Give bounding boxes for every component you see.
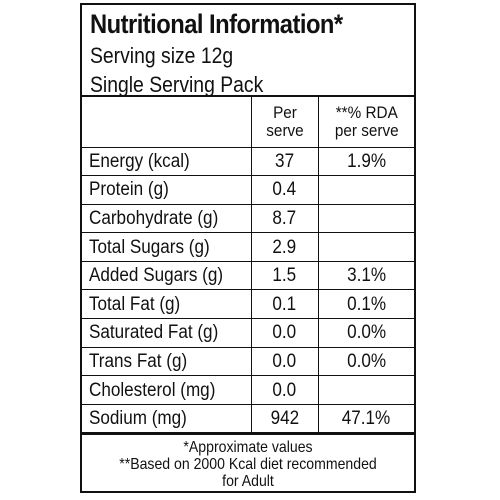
nutrient-rda: 0.1%	[317, 289, 414, 320]
nutrition-table: Per serve **% RDA per serve Energy (kcal…	[82, 97, 414, 434]
rda-header-line1: **% RDA	[335, 102, 398, 122]
table-row: Protein (g) 0.4	[82, 175, 414, 205]
rda-basis-note: **Based on 2000 Kcal diet recommended	[119, 456, 377, 474]
nutrient-value: 37	[250, 146, 319, 177]
per-serve-header: Per serve	[250, 97, 319, 148]
nutrient-value: 0.1	[250, 289, 319, 320]
nutrient-rda: 0.0%	[317, 346, 414, 377]
label-footer: *Approximate values **Based on 2000 Kcal…	[82, 433, 414, 490]
per-serve-header-line2: serve	[265, 120, 304, 140]
nutrient-value: 942	[250, 403, 319, 434]
table-row: Total Sugars (g) 2.9	[82, 232, 414, 262]
label-header: Nutritional Information* Serving size 12…	[82, 5, 414, 97]
nutrient-value: 8.7	[250, 203, 319, 234]
per-serve-header-line1: Per	[272, 102, 297, 122]
nutrient-rda: 1.9%	[317, 146, 414, 177]
nutrient-rda: 0.0%	[317, 318, 414, 348]
nutrient-name: Protein (g)	[82, 175, 252, 205]
nutrient-name: Energy (kcal)	[82, 146, 252, 177]
nutrient-rda	[317, 375, 414, 405]
nutrient-name: Cholesterol (mg)	[82, 375, 252, 405]
nutrient-value: 2.9	[250, 232, 319, 262]
nutrient-name: Total Fat (g)	[82, 289, 252, 320]
table-header-row: Per serve **% RDA per serve	[82, 97, 414, 148]
table-row: Sodium (mg) 942 47.1%	[82, 403, 414, 434]
rda-header: **% RDA per serve	[317, 97, 414, 148]
nutrient-rda: 47.1%	[317, 403, 414, 434]
nutrient-value: 0.4	[250, 175, 319, 205]
nutrient-name: Total Sugars (g)	[82, 232, 252, 262]
nutrient-rda	[317, 203, 414, 234]
approximate-values-note: *Approximate values	[183, 439, 313, 457]
table-row: Added Sugars (g) 1.5 3.1%	[82, 260, 414, 291]
table-row: Carbohydrate (g) 8.7	[82, 203, 414, 234]
nutrient-value: 0.0	[250, 318, 319, 348]
nutrient-rda	[317, 232, 414, 262]
nutrient-name: Saturated Fat (g)	[82, 318, 252, 348]
rda-header-line2: per serve	[334, 120, 399, 140]
table-row: Trans Fat (g) 0.0 0.0%	[82, 346, 414, 377]
nutrient-value: 0.0	[250, 375, 319, 405]
nutrient-name: Carbohydrate (g)	[82, 203, 252, 234]
table-row: Cholesterol (mg) 0.0	[82, 375, 414, 405]
serving-size: Serving size 12g	[90, 43, 234, 68]
label-title: Nutritional Information*	[90, 9, 343, 39]
pack-type: Single Serving Pack	[90, 72, 264, 97]
nutrient-name: Trans Fat (g)	[82, 346, 252, 377]
nutrient-value: 1.5	[250, 260, 319, 291]
nutrition-label: Nutritional Information* Serving size 12…	[80, 3, 416, 493]
nutrient-value: 0.0	[250, 346, 319, 377]
nutrient-name: Sodium (mg)	[82, 403, 252, 434]
table-row: Energy (kcal) 37 1.9%	[82, 146, 414, 177]
table-row: Total Fat (g) 0.1 0.1%	[82, 289, 414, 320]
table-row: Saturated Fat (g) 0.0 0.0%	[82, 318, 414, 348]
nutrient-rda: 3.1%	[317, 260, 414, 291]
nutrient-column-header	[82, 97, 252, 148]
nutrient-name: Added Sugars (g)	[82, 260, 252, 291]
nutrient-rda	[317, 175, 414, 205]
rda-basis-note-continued: for Adult	[222, 473, 274, 491]
